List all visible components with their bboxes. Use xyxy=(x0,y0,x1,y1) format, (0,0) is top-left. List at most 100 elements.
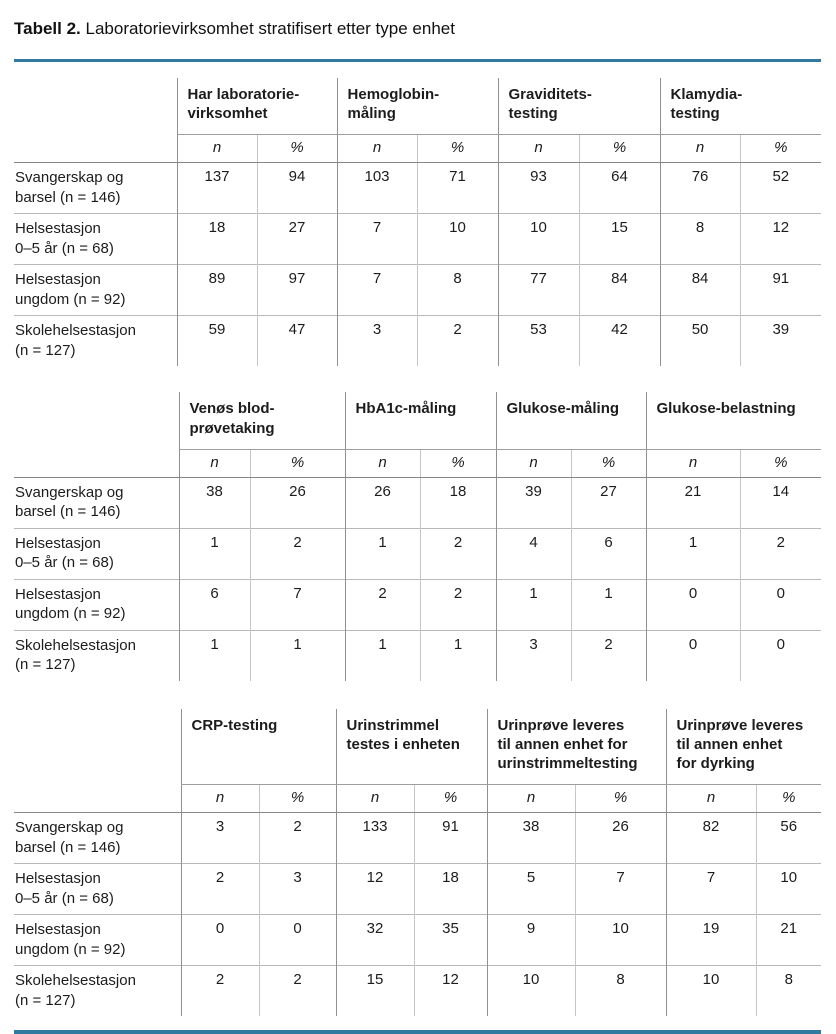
value-cell: 1 xyxy=(645,527,741,580)
value-cell: 7 xyxy=(336,213,418,265)
value-cell: 2 xyxy=(344,578,420,631)
value-cell: 3 xyxy=(336,315,418,367)
value-cell: 1 xyxy=(570,578,647,631)
table-caption-text: Laboratorievirksomhet stratifisert etter… xyxy=(85,19,455,38)
value-cell: 56 xyxy=(755,812,822,864)
value-cell: 7 xyxy=(574,863,666,915)
pct-column-header: % xyxy=(258,784,336,814)
value-cell: 12 xyxy=(739,213,822,265)
pct-column-header: % xyxy=(256,134,338,164)
subheader-row: n % n % n % n % xyxy=(14,449,822,478)
group-header-row: CRP-testing Urinstrimmel testes i enhete… xyxy=(14,708,822,786)
value-cell: 77 xyxy=(497,264,580,316)
value-cell: 0 xyxy=(739,578,822,631)
value-cell: 4 xyxy=(495,527,572,580)
group-header: Venøs blod- prøvetaking xyxy=(178,392,345,450)
corner-spacer xyxy=(14,784,181,814)
corner-spacer xyxy=(14,78,177,135)
value-cell: 8 xyxy=(416,264,499,316)
group-header: HbA1c-måling xyxy=(344,392,497,450)
table-row: Svangerskap og barsel (n = 146) 3 2 133 … xyxy=(14,812,822,864)
pct-column-header: % xyxy=(755,784,822,814)
value-cell: 47 xyxy=(256,315,338,367)
row-label: Helsestasjon 0–5 år (n = 68) xyxy=(14,527,179,580)
pct-column-header: % xyxy=(416,134,499,164)
value-cell: 82 xyxy=(665,812,756,864)
value-cell: 2 xyxy=(416,315,499,367)
table-row: Helsestasjon ungdom (n = 92) 6 7 2 2 1 1… xyxy=(14,578,822,631)
row-label: Helsestasjon ungdom (n = 92) xyxy=(14,914,181,966)
value-cell: 64 xyxy=(578,162,661,214)
value-cell: 103 xyxy=(336,162,418,214)
pct-column-header: % xyxy=(570,449,647,478)
group-header: Graviditets- testing xyxy=(497,78,661,136)
group-header: Glukose-måling xyxy=(495,392,647,450)
table-caption: Tabell 2. Laboratorievirksomhet stratifi… xyxy=(14,18,821,40)
value-cell: 1 xyxy=(419,629,497,681)
corner-spacer xyxy=(14,709,181,785)
value-cell: 71 xyxy=(416,162,499,214)
row-label: Helsestasjon 0–5 år (n = 68) xyxy=(14,213,177,265)
group-header: Klamydia- testing xyxy=(659,78,822,136)
value-cell: 15 xyxy=(578,213,661,265)
value-cell: 2 xyxy=(258,965,336,1017)
value-cell: 97 xyxy=(256,264,338,316)
pct-column-header: % xyxy=(413,784,487,814)
value-cell: 12 xyxy=(335,863,414,915)
row-label: Skolehelsestasjon (n = 127) xyxy=(14,965,181,1017)
value-cell: 26 xyxy=(249,477,345,529)
value-cell: 5 xyxy=(486,863,575,915)
value-cell: 1 xyxy=(249,629,345,681)
n-column-header: n xyxy=(180,784,259,814)
value-cell: 2 xyxy=(249,527,345,580)
value-cell: 2 xyxy=(419,578,497,631)
value-cell: 38 xyxy=(178,477,250,529)
value-cell: 2 xyxy=(419,527,497,580)
value-cell: 6 xyxy=(570,527,647,580)
n-column-header: n xyxy=(344,449,420,478)
corner-spacer xyxy=(14,449,179,478)
group-header: Urinstrimmel testes i enheten xyxy=(335,708,487,786)
value-cell: 133 xyxy=(335,812,414,864)
value-cell: 10 xyxy=(755,863,822,915)
subheader-row: n % n % n % n % xyxy=(14,784,822,814)
value-cell: 53 xyxy=(497,315,580,367)
value-cell: 21 xyxy=(755,914,822,966)
lab-table-section-2: Venøs blod- prøvetaking HbA1c-måling Glu… xyxy=(14,392,822,681)
table-caption-number: Tabell 2. xyxy=(14,19,81,38)
group-header: CRP-testing xyxy=(180,708,336,786)
value-cell: 39 xyxy=(739,315,822,367)
value-cell: 21 xyxy=(645,477,741,529)
table-row: Skolehelsestasjon (n = 127) 2 2 15 12 10… xyxy=(14,965,822,1017)
value-cell: 10 xyxy=(665,965,756,1017)
value-cell: 19 xyxy=(665,914,756,966)
n-column-header: n xyxy=(665,784,756,814)
value-cell: 84 xyxy=(578,264,661,316)
table-row: Helsestasjon ungdom (n = 92) 89 97 7 8 7… xyxy=(14,264,822,316)
corner-spacer xyxy=(14,392,179,449)
value-cell: 59 xyxy=(176,315,257,367)
value-cell: 15 xyxy=(335,965,414,1017)
row-label: Skolehelsestasjon (n = 127) xyxy=(14,315,177,367)
table-row: Helsestasjon 0–5 år (n = 68) 1 2 1 2 4 6… xyxy=(14,527,822,580)
group-header: Glukose-belastning xyxy=(645,392,822,450)
value-cell: 76 xyxy=(659,162,741,214)
value-cell: 18 xyxy=(176,213,257,265)
value-cell: 52 xyxy=(739,162,822,214)
value-cell: 8 xyxy=(659,213,741,265)
value-cell: 1 xyxy=(495,578,572,631)
group-header-row: Har laboratorie- virksomhet Hemoglobin- … xyxy=(14,78,822,136)
row-label: Helsestasjon ungdom (n = 92) xyxy=(14,578,179,631)
table-row: Svangerskap og barsel (n = 146) 137 94 1… xyxy=(14,162,822,214)
value-cell: 12 xyxy=(413,965,487,1017)
value-cell: 9 xyxy=(486,914,575,966)
value-cell: 8 xyxy=(755,965,822,1017)
pct-column-header: % xyxy=(249,449,345,478)
value-cell: 35 xyxy=(413,914,487,966)
value-cell: 27 xyxy=(570,477,647,529)
value-cell: 3 xyxy=(495,629,572,681)
table-row: Skolehelsestasjon (n = 127) 59 47 3 2 53… xyxy=(14,315,822,367)
n-column-header: n xyxy=(178,449,250,478)
value-cell: 0 xyxy=(180,914,259,966)
